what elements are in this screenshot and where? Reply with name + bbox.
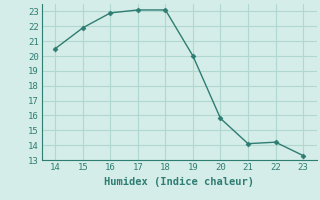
- X-axis label: Humidex (Indice chaleur): Humidex (Indice chaleur): [104, 177, 254, 187]
